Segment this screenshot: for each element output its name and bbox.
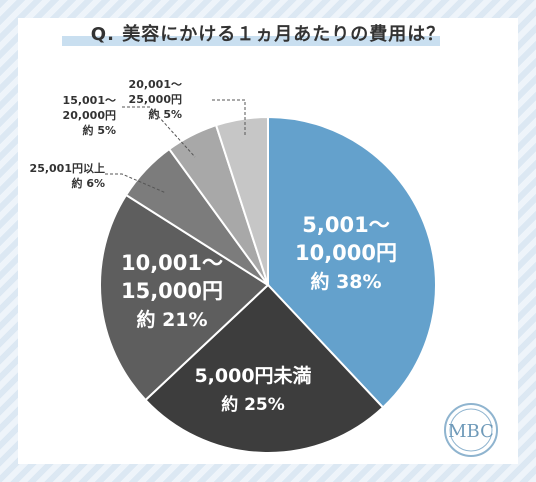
slice-label-0-line-2: 約 38% [310,270,381,293]
logo-text: MBC [448,421,494,442]
slice-label-3-line-1: 約 6% [71,176,105,190]
slice-label-2-line-1: 15,000円 [121,279,223,303]
slice-label-0-line-0: 5,001～ [302,213,389,237]
slice-label-3-line-0: 25,001円以上 [30,161,105,175]
slice-label-5-line-0: 20,001～ [129,78,182,91]
slice-label-5-line-1: 25,000円 [129,93,182,106]
pie-slice-5 [214,115,269,286]
pie-slice-0 [267,115,437,409]
slice-label-2-line-0: 10,001～ [121,251,223,275]
leader-line-4 [122,106,196,158]
pie-slice-2 [99,193,270,402]
slice-label-4-line-0: 15,001～ [63,94,116,107]
title-highlight [62,36,440,46]
slice-label-5-line-2: 約 5% [148,107,182,121]
leader-line-3 [105,173,167,194]
pie-slice-1 [144,283,385,454]
slice-label-4-line-1: 20,000円 [63,109,116,122]
slice-label-1-line-1: 約 25% [221,394,285,415]
leader-line-5 [212,99,246,137]
mbc-logo: MBC [444,403,498,457]
slice-label-2-line-2: 約 21% [136,308,207,331]
slice-label-0-line-1: 10,000円 [295,241,397,265]
slice-label-1-line-0: 5,000円未満 [194,364,311,387]
slice-label-4-line-2: 約 5% [82,123,116,137]
chart-title: Q. 美容にかける１ヵ月あたりの費用は？ [90,24,446,45]
